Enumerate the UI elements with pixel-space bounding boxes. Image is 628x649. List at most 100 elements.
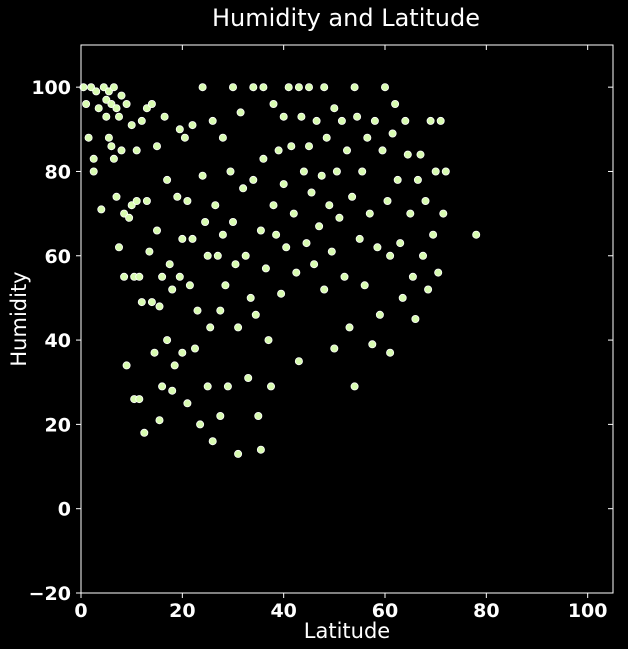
data-point bbox=[297, 112, 306, 121]
data-point bbox=[370, 116, 379, 125]
data-point bbox=[142, 196, 151, 205]
data-point bbox=[127, 121, 136, 130]
data-point bbox=[277, 289, 286, 298]
data-point bbox=[226, 167, 235, 176]
data-point bbox=[104, 133, 113, 142]
data-point bbox=[115, 112, 124, 121]
data-point bbox=[246, 293, 255, 302]
data-point bbox=[163, 336, 172, 345]
data-point bbox=[145, 247, 154, 256]
data-point bbox=[325, 201, 334, 210]
data-point bbox=[287, 142, 296, 151]
data-point bbox=[198, 83, 207, 92]
data-point bbox=[236, 108, 245, 117]
data-point bbox=[223, 382, 232, 391]
data-point bbox=[380, 83, 389, 92]
data-point bbox=[201, 217, 210, 226]
data-point bbox=[398, 293, 407, 302]
data-point bbox=[332, 167, 341, 176]
data-point bbox=[317, 171, 326, 180]
data-point bbox=[160, 112, 169, 121]
data-point bbox=[147, 298, 156, 307]
data-point bbox=[386, 348, 395, 357]
data-point bbox=[122, 100, 131, 109]
data-point bbox=[87, 83, 96, 92]
data-point bbox=[386, 251, 395, 260]
data-point bbox=[355, 234, 364, 243]
data-point bbox=[183, 399, 192, 408]
data-point bbox=[373, 243, 382, 252]
data-point bbox=[337, 116, 346, 125]
data-point bbox=[185, 281, 194, 290]
data-point bbox=[330, 104, 339, 113]
data-point bbox=[350, 83, 359, 92]
data-point bbox=[173, 192, 182, 201]
data-point bbox=[142, 104, 151, 113]
points-layer bbox=[79, 83, 481, 458]
data-point bbox=[261, 264, 270, 273]
data-point bbox=[117, 146, 126, 155]
data-point bbox=[292, 268, 301, 277]
data-point bbox=[304, 142, 313, 151]
x-tick-label: 100 bbox=[568, 600, 608, 622]
data-point bbox=[424, 285, 433, 294]
x-axis-label: Latitude bbox=[304, 619, 390, 643]
data-point bbox=[358, 167, 367, 176]
data-point bbox=[378, 146, 387, 155]
x-tick-label: 60 bbox=[372, 600, 398, 622]
data-point bbox=[218, 230, 227, 239]
data-point bbox=[140, 428, 149, 437]
data-point bbox=[175, 125, 184, 134]
data-point bbox=[228, 217, 237, 226]
data-point bbox=[416, 150, 425, 159]
y-tick-label: 20 bbox=[45, 414, 71, 436]
data-point bbox=[147, 100, 156, 109]
y-tick-label: 80 bbox=[45, 161, 71, 183]
data-point bbox=[439, 209, 448, 218]
x-axis: 0 20 40 60 80 100 bbox=[74, 45, 608, 622]
chart-title: Humidity and Latitude bbox=[212, 4, 480, 32]
data-point bbox=[302, 239, 311, 248]
data-point bbox=[259, 83, 268, 92]
data-point bbox=[163, 175, 172, 184]
data-point bbox=[393, 175, 402, 184]
data-point bbox=[92, 87, 101, 96]
data-point bbox=[175, 272, 184, 281]
data-point bbox=[426, 116, 435, 125]
data-point bbox=[234, 449, 243, 458]
data-point bbox=[218, 133, 227, 142]
data-point bbox=[216, 411, 225, 420]
x-tick-label: 40 bbox=[270, 600, 296, 622]
data-point bbox=[112, 104, 121, 113]
data-point bbox=[272, 230, 281, 239]
data-point bbox=[340, 272, 349, 281]
data-point bbox=[109, 154, 118, 163]
data-point bbox=[375, 310, 384, 319]
data-point bbox=[168, 285, 177, 294]
data-point bbox=[269, 100, 278, 109]
data-point bbox=[231, 260, 240, 269]
data-point bbox=[188, 234, 197, 243]
data-point bbox=[193, 306, 202, 315]
data-point bbox=[294, 83, 303, 92]
data-point bbox=[249, 175, 258, 184]
data-point bbox=[206, 323, 215, 332]
data-point bbox=[241, 251, 250, 260]
data-point bbox=[84, 133, 93, 142]
data-point bbox=[180, 133, 189, 142]
data-point bbox=[256, 226, 265, 235]
data-point bbox=[244, 373, 253, 382]
data-point bbox=[203, 382, 212, 391]
data-point bbox=[221, 281, 230, 290]
data-point bbox=[112, 192, 121, 201]
data-point bbox=[421, 196, 430, 205]
data-point bbox=[94, 104, 103, 113]
data-point bbox=[89, 167, 98, 176]
y-axis: −20 0 20 40 60 80 100 bbox=[29, 77, 613, 605]
data-point bbox=[322, 133, 331, 142]
data-point bbox=[274, 146, 283, 155]
data-point bbox=[102, 112, 111, 121]
data-point bbox=[431, 167, 440, 176]
